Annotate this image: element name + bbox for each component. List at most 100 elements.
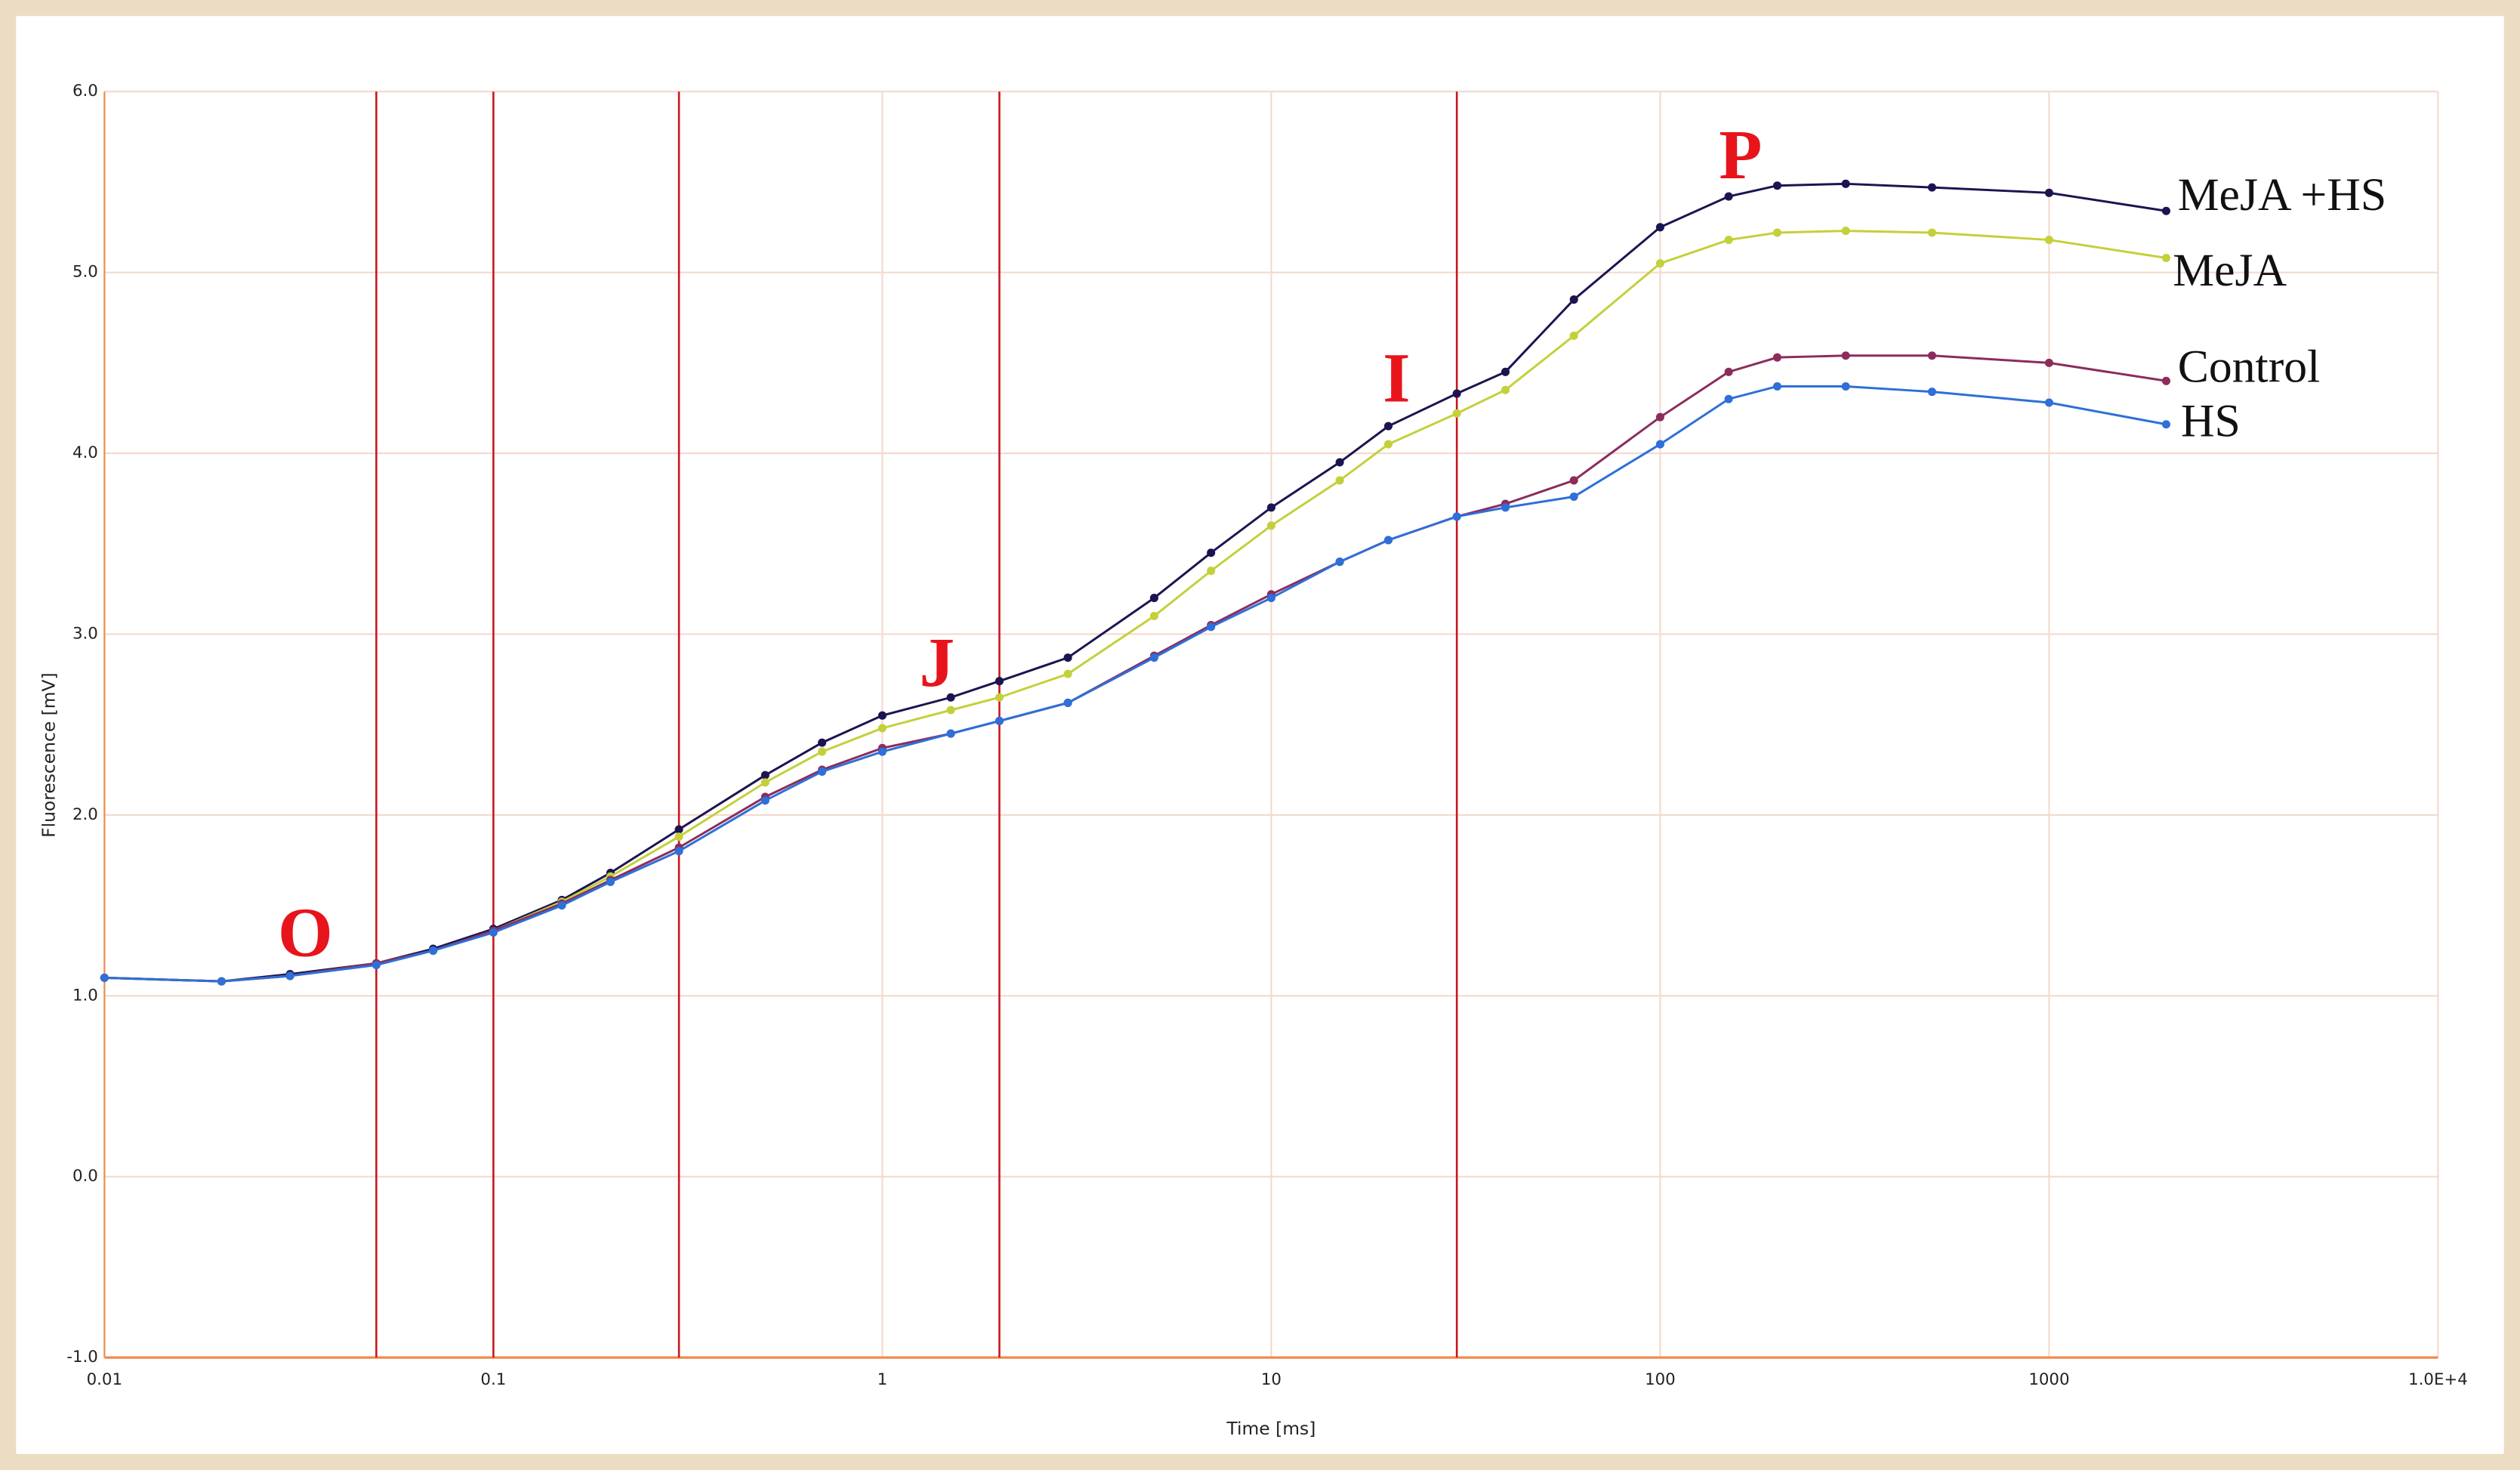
y-tick-label: -1.0 (66, 1348, 98, 1367)
data-point (1569, 331, 1578, 340)
data-point (946, 706, 955, 715)
x-tick-label: 10 (1261, 1370, 1282, 1389)
y-tick-label: 6.0 (72, 82, 98, 100)
data-point (1841, 179, 1850, 188)
data-point (1772, 181, 1781, 190)
data-point (1063, 669, 1072, 678)
data-point (1207, 622, 1216, 632)
y-tick-label: 3.0 (72, 624, 98, 643)
x-tick-label: 100 (1645, 1370, 1676, 1389)
x-tick-label: 1.0E+4 (2408, 1370, 2468, 1389)
data-point (878, 711, 887, 720)
y-tick-label: 4.0 (72, 443, 98, 462)
data-point (1266, 594, 1275, 603)
data-point (1724, 236, 1733, 245)
data-point (1266, 503, 1275, 512)
data-point (2161, 376, 2171, 385)
data-point (557, 901, 566, 910)
data-point (606, 877, 615, 886)
data-point (760, 796, 770, 805)
data-point (674, 832, 683, 842)
x-tick-label: 0.1 (480, 1370, 506, 1389)
data-point (818, 738, 827, 747)
data-point (1927, 351, 1936, 360)
data-point (1149, 594, 1158, 603)
data-point (1383, 536, 1393, 545)
data-point (1841, 227, 1850, 236)
data-point (946, 693, 955, 702)
data-point (2044, 398, 2053, 407)
data-point (2161, 206, 2171, 215)
data-point (1063, 698, 1072, 707)
series-label: HS (2181, 396, 2241, 447)
series-label: MeJA +HS (2178, 169, 2387, 221)
data-point (1207, 567, 1216, 576)
data-point (429, 946, 438, 955)
y-tick-label: 5.0 (72, 263, 98, 282)
y-tick-label: 1.0 (72, 986, 98, 1005)
data-point (674, 825, 683, 834)
data-point (1927, 183, 1936, 192)
data-point (1383, 440, 1393, 449)
data-point (1501, 385, 1510, 394)
data-point (760, 771, 770, 780)
y-tick-label: 2.0 (72, 805, 98, 824)
series-label: MeJA (2173, 245, 2287, 296)
data-point (946, 729, 955, 738)
data-point (1207, 548, 1216, 557)
data-point (1452, 512, 1461, 521)
data-point (878, 724, 887, 733)
data-point (760, 778, 770, 787)
data-point (2044, 358, 2053, 367)
data-point (1772, 228, 1781, 237)
data-point (1841, 351, 1850, 360)
data-point (1149, 653, 1158, 662)
x-axis-label: Time [ms] (1226, 1418, 1316, 1439)
data-point (1569, 295, 1578, 304)
series-label: Control (2178, 341, 2321, 392)
data-point (1772, 353, 1781, 362)
data-point (285, 971, 295, 981)
data-point (995, 677, 1004, 686)
data-point (1772, 381, 1781, 391)
data-point (1655, 259, 1664, 268)
x-tick-label: 0.01 (87, 1370, 122, 1389)
data-point (1452, 389, 1461, 398)
data-point (1335, 458, 1344, 467)
data-point (2044, 236, 2053, 245)
plot-background (16, 16, 2504, 1454)
data-point (1655, 412, 1664, 422)
data-point (489, 928, 498, 937)
data-point (1501, 367, 1510, 376)
data-point (1927, 228, 1936, 237)
data-point (995, 716, 1004, 725)
data-point (1724, 192, 1733, 201)
data-point (2161, 420, 2171, 429)
data-point (1149, 611, 1158, 621)
data-point (1927, 388, 1936, 397)
data-point (1063, 653, 1072, 662)
data-point (1335, 557, 1344, 567)
data-point (1452, 409, 1461, 418)
annotation: I (1383, 340, 1410, 418)
annotation: O (278, 894, 333, 971)
data-point (1655, 223, 1664, 232)
series-line (104, 182, 2167, 983)
data-point (100, 973, 109, 982)
data-point (1501, 503, 1510, 512)
data-point (217, 977, 226, 986)
data-point (818, 747, 827, 756)
y-axis-label: Fluorescence [mV] (38, 672, 59, 838)
x-tick-label: 1 (878, 1370, 888, 1389)
data-point (1569, 476, 1578, 485)
data-point (878, 747, 887, 756)
data-point (818, 767, 827, 776)
annotation: J (919, 624, 955, 702)
data-point (1266, 521, 1275, 530)
data-point (1724, 394, 1733, 403)
data-point (1724, 367, 1733, 376)
data-point (1569, 492, 1578, 502)
data-point (1383, 422, 1393, 431)
data-point (1841, 381, 1850, 391)
